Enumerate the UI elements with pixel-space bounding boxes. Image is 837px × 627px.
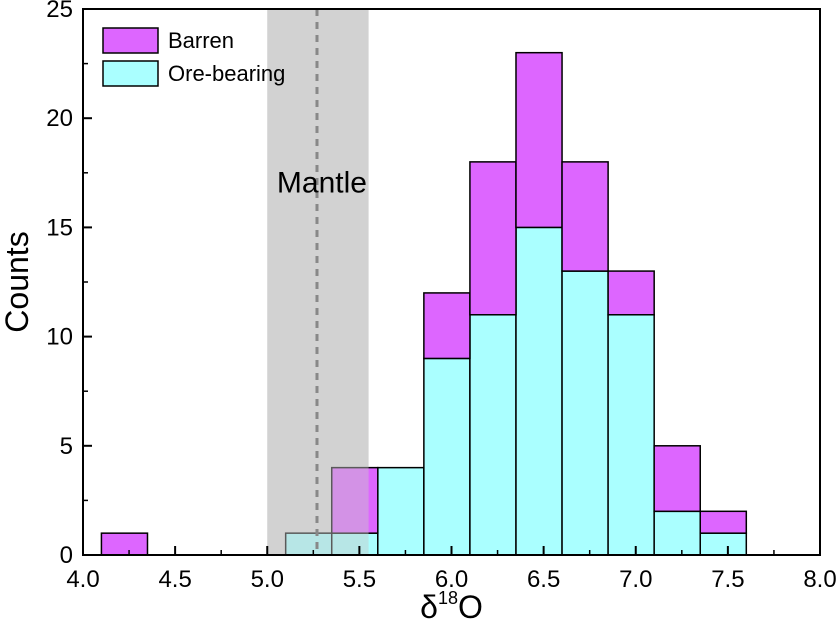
y-tick-label-3: 15 [46,214,73,241]
bar-ore-bearing-8 [469,314,517,556]
bar-ore-bearing-9 [515,226,563,556]
bar-barren-9 [515,51,563,229]
bar-barren-7 [423,292,471,360]
x-tick-label-3: 5.5 [343,566,376,593]
bar-ore-bearing-7 [423,357,471,556]
x-axis-title-base: δ [420,589,438,625]
y-axis-title: Counts [0,231,35,332]
y-tick-label-1: 5 [60,433,73,460]
x-tick-label-0: 4.0 [66,566,99,593]
x-tick-label-7: 7.5 [711,566,744,593]
x-axis-title-tail: O [458,589,483,625]
x-tick-label-1: 4.5 [158,566,191,593]
legend-swatch-ore-bearing [102,60,159,87]
bar-barren-10 [561,161,609,272]
y-tick-label-0: 0 [60,542,73,569]
legend: Barren Ore-bearing [102,27,285,87]
bar-barren-8 [469,161,517,316]
x-axis-title-sup: 18 [438,588,458,608]
y-tick-label-2: 10 [46,324,73,351]
bar-barren-0 [100,532,149,556]
bar-ore-bearing-6 [377,466,425,556]
legend-swatch-barren [102,27,159,54]
bar-ore-bearing-13 [699,532,748,556]
y-tick-label-4: 20 [46,105,73,132]
bar-barren-12 [653,445,701,513]
ticks-layer: 4.0 4.5 5.0 5.5 6.0 6.5 7.0 7.5 8.0 0 5 10 15 20 25 [46,0,836,593]
bar-barren-11 [607,270,655,316]
bar-ore-bearing-11 [607,314,655,556]
x-axis-title: δ18O [420,588,483,625]
mantle-overlay-layer [267,9,369,555]
x-tick-label-5: 6.5 [527,566,560,593]
x-tick-label-8: 8.0 [803,566,836,593]
mantle-label: Mantle [277,166,367,199]
bar-ore-bearing-10 [561,270,609,556]
x-tick-label-6: 7.0 [619,566,652,593]
bars-layer [100,51,748,556]
legend-label-ore-bearing: Ore-bearing [168,61,285,86]
bar-barren-13 [699,510,748,534]
x-tick-label-2: 5.0 [251,566,284,593]
bar-ore-bearing-12 [653,510,701,556]
legend-label-barren: Barren [168,28,234,53]
y-tick-label-5: 25 [46,0,73,23]
bar-barren-5 [330,466,379,534]
x-tick-label-4: 6.0 [435,566,468,593]
